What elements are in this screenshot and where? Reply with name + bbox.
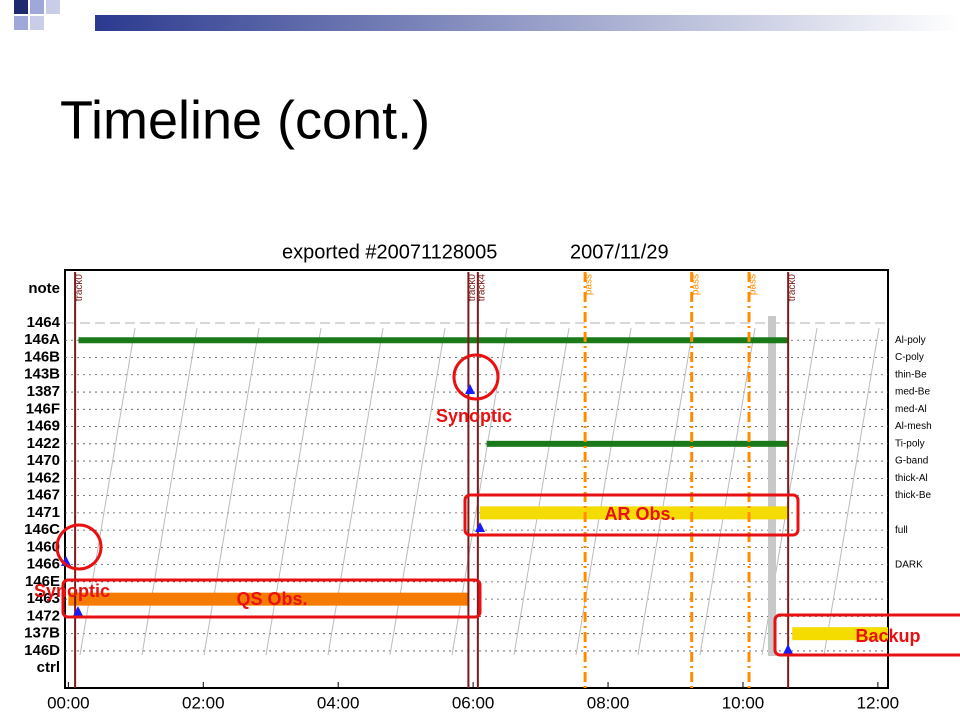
row-label: 1472: [27, 607, 60, 624]
row-label: 1464: [27, 314, 61, 331]
right-label: med-Al: [895, 404, 927, 415]
bar: [479, 506, 789, 520]
trace-line: [637, 327, 694, 656]
row-label: 1467: [27, 487, 60, 504]
x-tick-label: 00:00: [47, 693, 90, 712]
right-label: thin-Be: [895, 369, 927, 380]
row-label: 137B: [24, 625, 60, 642]
row-label: 146F: [26, 400, 60, 417]
x-tick-label: 04:00: [317, 693, 360, 712]
marker-label: pass: [584, 274, 595, 295]
deco-square: [14, 0, 28, 14]
row-label: 1460: [27, 538, 60, 555]
highlight-box: [773, 613, 960, 657]
right-label: Al-mesh: [895, 421, 932, 432]
row-label: 146E: [25, 573, 60, 590]
row-label: 1462: [27, 469, 60, 486]
marker-label: track0: [74, 274, 85, 302]
right-label: C-poly: [895, 352, 924, 363]
marker-label: pass: [748, 274, 759, 295]
x-tick-label: 08:00: [587, 693, 630, 712]
row-label: 1470: [27, 452, 60, 469]
row-label: 146D: [24, 642, 60, 659]
row-label: 1422: [27, 435, 60, 452]
x-tick-label: 10:00: [722, 693, 765, 712]
row-label: 1466: [27, 556, 60, 573]
row-label: 1469: [27, 418, 60, 435]
row-label: ctrl: [37, 659, 60, 676]
bar: [78, 337, 789, 344]
right-label: Ti-poly: [895, 438, 925, 449]
row-label: 1463: [27, 590, 60, 607]
bar: [68, 592, 469, 606]
chart-title: exported #20071128005: [282, 241, 497, 263]
annotation: Synoptic: [34, 581, 110, 601]
triangle-mark: [475, 522, 485, 532]
annotation: Backup: [855, 626, 920, 646]
marker-label: track4: [476, 274, 487, 302]
row-label: 146B: [24, 348, 60, 365]
deco-square: [30, 16, 44, 30]
deco-square: [30, 0, 44, 14]
trace-line: [823, 327, 880, 656]
right-label: thick-Al: [895, 473, 928, 484]
right-label: full: [895, 525, 908, 536]
right-label: thick-Be: [895, 490, 932, 501]
x-tick-label: 12:00: [857, 693, 900, 712]
triangle-mark: [783, 644, 793, 654]
slide-title: Timeline (cont.): [60, 90, 430, 150]
right-label: Al-poly: [895, 335, 926, 346]
row-label: 146A: [24, 331, 60, 348]
marker-label: track0: [787, 274, 798, 302]
highlight-box: [463, 493, 800, 537]
annotation: AR Obs.: [604, 504, 675, 524]
deco-square: [14, 16, 28, 30]
row-label: 143B: [24, 366, 60, 383]
right-label: G-band: [895, 456, 928, 467]
bar: [792, 627, 888, 641]
x-tick-label: 02:00: [182, 693, 225, 712]
row-label: note: [28, 280, 60, 297]
marker-label: track0: [467, 274, 478, 302]
bar: [486, 440, 789, 447]
x-tick-label: 06:00: [452, 693, 495, 712]
trace-line: [513, 327, 570, 656]
chart-date: 2007/11/29: [570, 241, 669, 263]
highlight-box: [61, 578, 482, 619]
row-label: 146C: [24, 521, 60, 538]
triangle-mark: [73, 606, 83, 616]
highlight-circle: [452, 353, 500, 401]
plot-frame: [64, 269, 889, 689]
header-bar: [95, 15, 960, 31]
gap-band: [768, 316, 776, 656]
triangle-mark: [465, 384, 475, 394]
row-label: 1471: [27, 504, 60, 521]
annotation: Synoptic: [436, 406, 512, 426]
row-label: 1387: [27, 383, 60, 400]
trace-line: [699, 327, 756, 656]
deco-square: [46, 0, 60, 14]
right-label: med-Be: [895, 387, 930, 398]
annotation: QS Obs.: [236, 589, 307, 609]
highlight-circle: [55, 523, 103, 571]
right-label: DARK: [895, 559, 923, 570]
marker-label: pass: [690, 274, 701, 295]
